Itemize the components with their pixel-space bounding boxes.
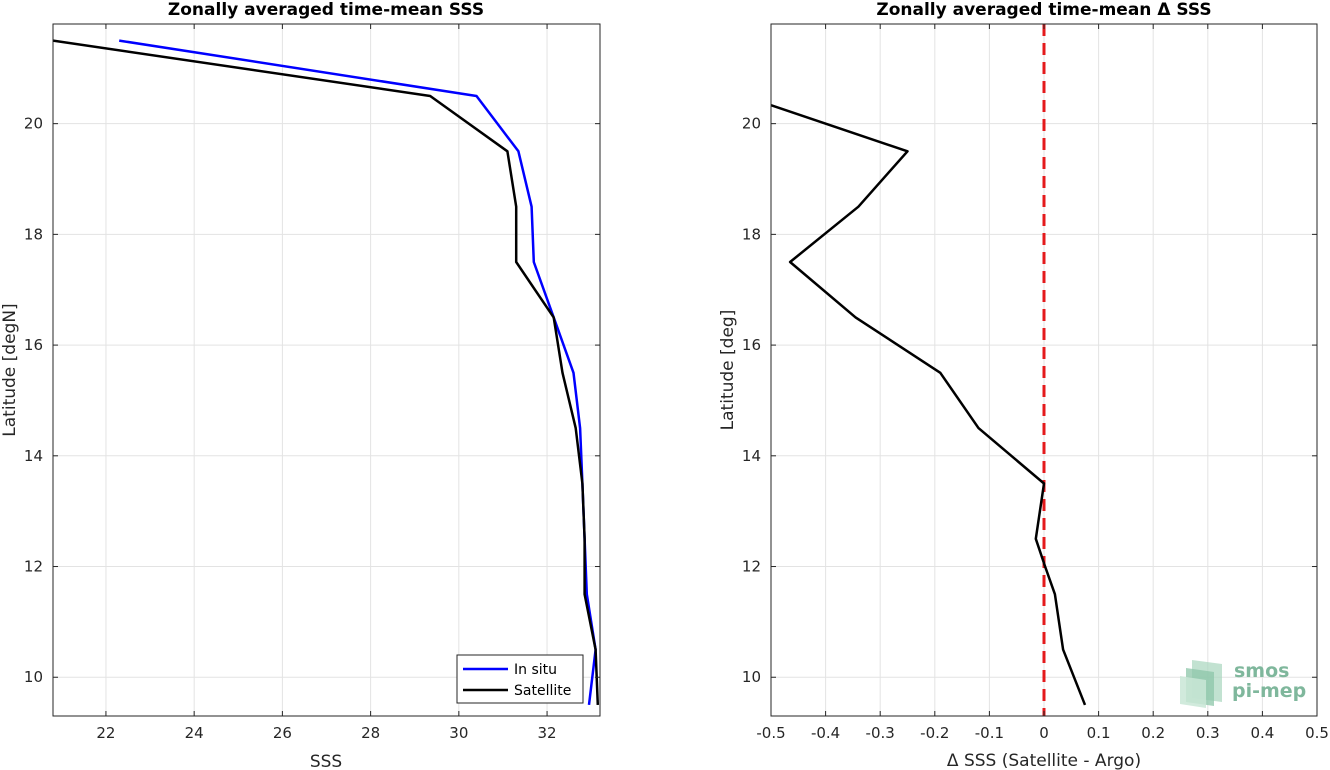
chart-title: Zonally averaged time-mean Δ SSS [876, 0, 1211, 20]
x-tick-label: 32 [538, 724, 557, 742]
x-tick-label: 26 [273, 724, 292, 742]
x-tick-label: 0.2 [1141, 724, 1165, 742]
y-axis-label: Latitude [deg] [718, 310, 738, 431]
legend: In situ Satellite [456, 654, 584, 704]
logo-mark [1180, 676, 1206, 708]
y-tick-label: 12 [24, 558, 43, 576]
x-tick-label: 0 [1039, 724, 1049, 742]
x-tick-label: 28 [361, 724, 380, 742]
x-tick-label: 22 [96, 724, 115, 742]
delta-sss-panel: -0.5 -0.4 -0.3 -0.2 -0.1 0 0.1 0.2 0.3 0.4 0.5 10 12… [718, 0, 1329, 770]
legend-label-satellite: Satellite [514, 683, 571, 699]
x-axis-label: Δ SSS (Satellite - Argo) [947, 751, 1141, 770]
x-tick-label: -0.5 [756, 724, 785, 742]
series-group [53, 39, 600, 706]
logo-text-pi-mep: pi-mep [1232, 680, 1306, 702]
y-tick-label: 12 [742, 558, 761, 576]
x-tick-label: -0.1 [975, 724, 1004, 742]
legend-box [456, 654, 584, 704]
series-line-satellite [53, 39, 600, 705]
y-tick-label: 14 [24, 447, 43, 465]
x-tick-label: 0.1 [1087, 724, 1111, 742]
x-tick-label: 0.3 [1196, 724, 1220, 742]
x-tick-label: 0.4 [1250, 724, 1274, 742]
x-tick-label: -0.2 [920, 724, 949, 742]
series-group [771, 24, 1087, 716]
y-tick-label: 10 [742, 668, 761, 686]
y-tick-label: 18 [24, 225, 43, 243]
sss-panel: 22 24 26 28 30 32 10 12 14 16 18 20 Zonally average… [0, 0, 601, 770]
grid [53, 24, 600, 716]
y-tick-label: 10 [24, 668, 43, 686]
y-tick-label: 18 [742, 225, 761, 243]
x-tick-label: 0.5 [1305, 724, 1329, 742]
x-tick-label: 24 [185, 724, 204, 742]
y-tick-label: 20 [24, 115, 43, 133]
chart-title: Zonally averaged time-mean SSS [168, 0, 484, 20]
ticks: -0.5 -0.4 -0.3 -0.2 -0.1 0 0.1 0.2 0.3 0.4 0.5 10 12… [742, 24, 1329, 742]
x-tick-label: -0.4 [811, 724, 840, 742]
legend-label-in-situ: In situ [514, 662, 557, 678]
ticks: 22 24 26 28 30 32 10 12 14 16 18 20 [24, 24, 600, 742]
plot-area [53, 24, 600, 716]
x-tick-label: -0.3 [866, 724, 895, 742]
x-axis-label: SSS [310, 752, 342, 770]
y-tick-label: 14 [742, 447, 761, 465]
y-axis-label: Latitude [degN] [0, 303, 20, 436]
axes-box [52, 23, 601, 717]
smos-pi-mep-logo: smos pi-mep [1180, 660, 1306, 708]
x-tick-label: 30 [449, 724, 468, 742]
y-tick-label: 16 [24, 336, 43, 354]
y-tick-label: 16 [742, 336, 761, 354]
y-tick-label: 20 [742, 115, 761, 133]
series-line-in-situ [119, 39, 597, 706]
delta-sss-line [771, 103, 1087, 706]
logo-text-smos: smos [1234, 660, 1289, 682]
